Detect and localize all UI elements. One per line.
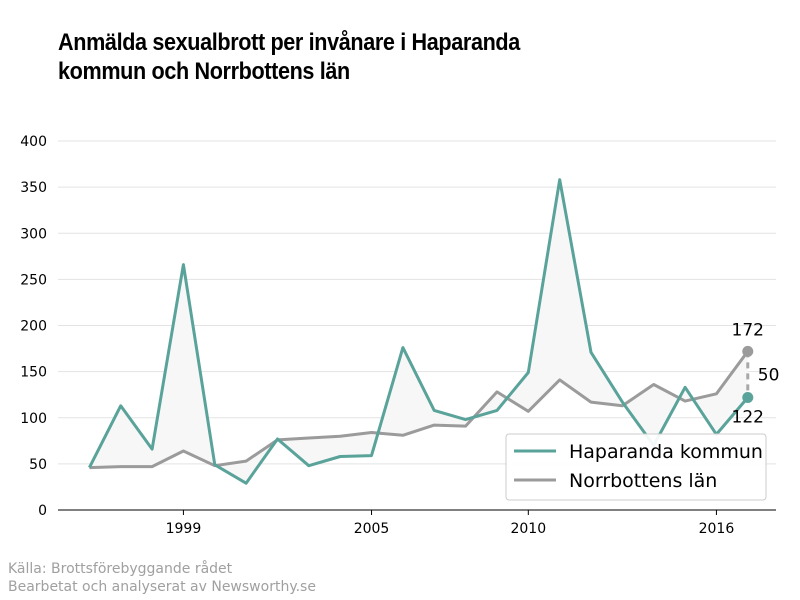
endpoint-label-upper: 172 — [732, 320, 764, 340]
chart-title-line-2: kommun och Norrbottens län — [58, 58, 350, 85]
y-tick-label-0: 0 — [38, 503, 47, 519]
difference-label: 50 — [758, 365, 780, 385]
y-tick-label-350: 350 — [20, 180, 47, 196]
y-tick-label-200: 200 — [20, 319, 47, 335]
source-line-1: Källa: Brottsförebyggande rådet — [8, 561, 233, 577]
legend-label-2: Norrbottens län — [569, 470, 717, 492]
y-tick-label-300: 300 — [20, 226, 47, 242]
endpoint-dot-haparanda-kommun — [742, 391, 754, 403]
source-note: Källa: Brottsförebyggande rådet Bearbeta… — [8, 560, 316, 596]
y-tick-label-400: 400 — [20, 134, 47, 150]
y-tick-label-150: 150 — [20, 365, 47, 381]
x-tick-label-2010: 2010 — [510, 521, 546, 537]
x-tick-label-2016: 2016 — [699, 521, 735, 537]
x-tick-label-2005: 2005 — [354, 521, 390, 537]
source-line-2: Bearbetat och analyserat av Newsworthy.s… — [8, 579, 316, 595]
legend-box — [505, 433, 767, 501]
chart-title-line-1: Anmälda sexualbrott per invånare i Hapar… — [58, 29, 520, 56]
difference-fill-area — [89, 179, 748, 484]
y-tick-label-100: 100 — [20, 411, 47, 427]
y-tick-label-50: 50 — [29, 457, 47, 473]
x-tick-label-1999: 1999 — [166, 521, 202, 537]
endpoint-dot-norrbottens-lan — [742, 345, 754, 357]
chart-title: Anmälda sexualbrott per invånare i Hapar… — [58, 28, 616, 86]
endpoint-label-lower: 122 — [732, 407, 764, 427]
y-tick-label-250: 250 — [20, 272, 47, 288]
legend-label-1: Haparanda kommun — [569, 441, 763, 463]
series-line-haparanda-kommun — [88, 178, 749, 485]
series-line-norrbottens-lan — [89, 350, 750, 470]
